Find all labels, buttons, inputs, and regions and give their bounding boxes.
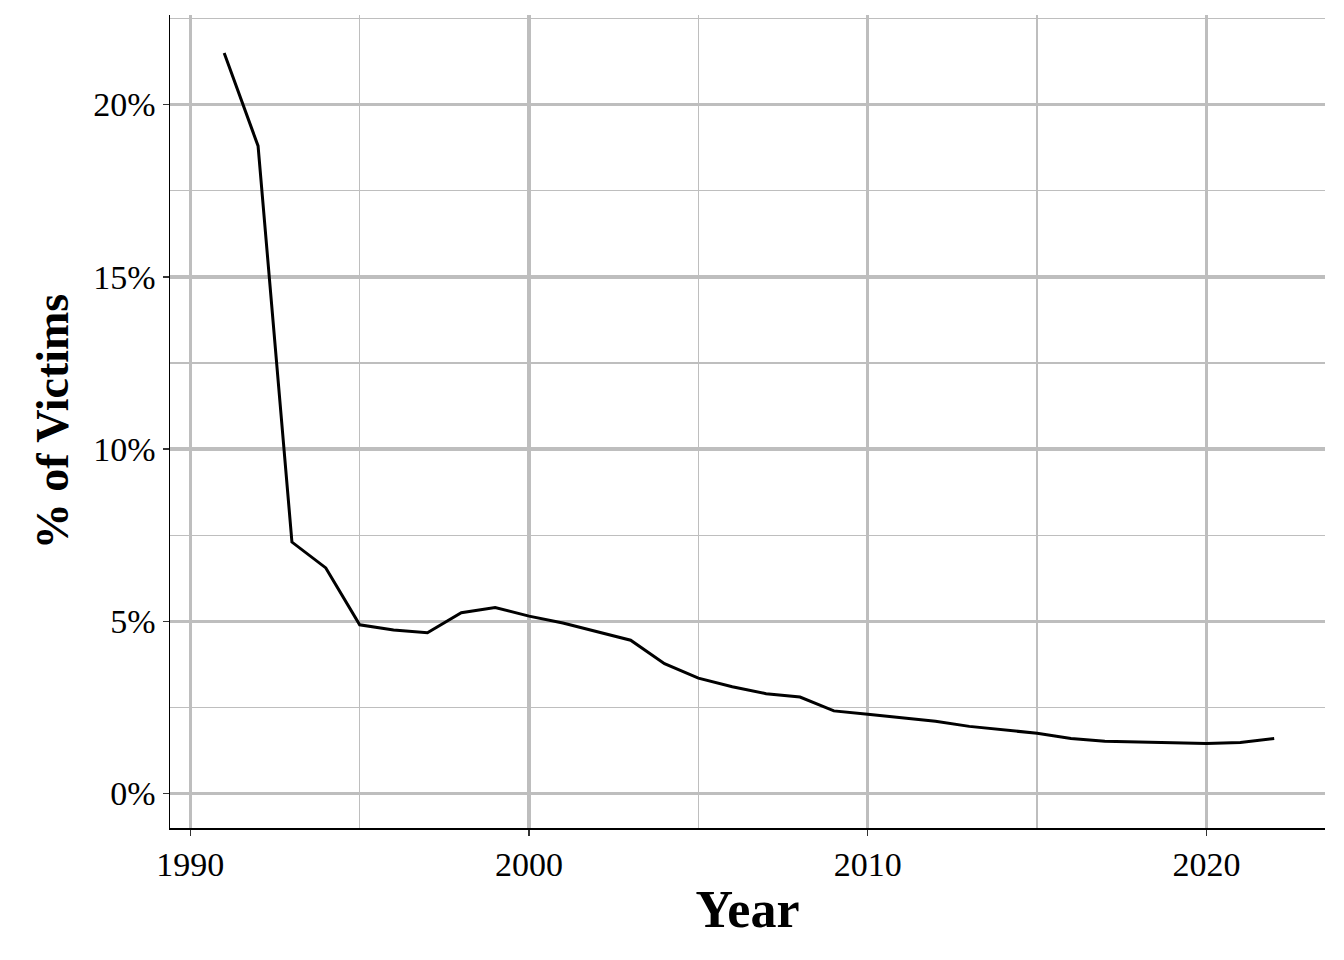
svg-text:2010: 2010 xyxy=(834,846,902,883)
svg-text:10%: 10% xyxy=(93,431,155,468)
svg-text:% of Victims: % of Victims xyxy=(27,294,78,550)
svg-text:2020: 2020 xyxy=(1172,846,1240,883)
svg-text:0%: 0% xyxy=(110,775,155,812)
svg-text:5%: 5% xyxy=(110,603,155,640)
svg-text:20%: 20% xyxy=(93,86,155,123)
svg-text:2000: 2000 xyxy=(495,846,563,883)
svg-text:15%: 15% xyxy=(93,259,155,296)
svg-text:Year: Year xyxy=(696,881,800,938)
svg-text:1990: 1990 xyxy=(156,846,224,883)
